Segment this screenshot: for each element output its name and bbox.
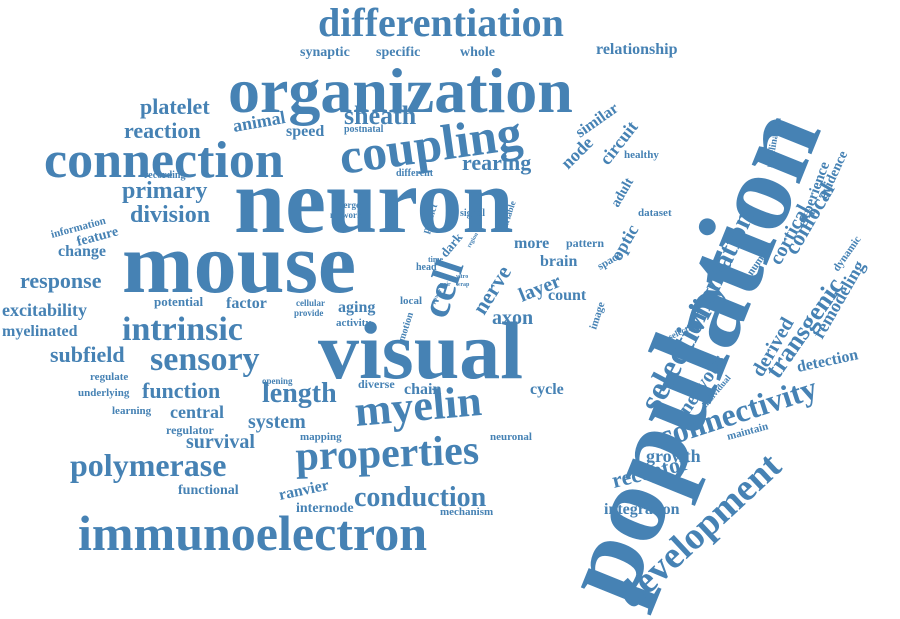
word-central: central [170,402,224,422]
word-healthy: healthy [624,149,659,161]
word-regulate: regulate [90,371,128,383]
word-neuronal: neuronal [490,431,532,443]
word-myelinated: myelinated [2,323,78,340]
word-mapping: mapping [300,431,342,443]
word-primary: primary [122,178,207,204]
word-growth: growth [646,446,701,466]
word-function: function [142,378,220,403]
word-underlying: underlying [78,387,130,399]
word-head: head [416,262,437,273]
word-response: response [20,268,102,293]
word-platelet: platelet [140,94,210,119]
word-recording: recording [144,170,185,181]
word-speed: speed [286,123,324,140]
word-opening: opening [262,376,293,386]
word-pattern: pattern [566,236,604,250]
word-signal: signal [460,208,485,219]
word-chain: chain [404,381,441,398]
word-relationship: relationship [596,41,678,58]
word-subfield: subfield [50,342,125,367]
word-survival: survival [186,431,255,453]
word-more: more [514,235,549,252]
word-image: image [587,300,607,331]
word-vitro: vitro [456,274,468,280]
word-different: different [396,168,434,179]
word-provide: provide [294,308,323,318]
word-system: system [248,411,306,433]
word-synaptic: synaptic [300,45,350,60]
word-connection: connection [44,132,284,189]
word-excitability: excitability [2,300,87,320]
word-visual: visual [318,305,523,396]
word-activity: activity [336,317,371,329]
word-wrap: wrap [456,282,470,288]
word-learning: learning [112,405,152,417]
word-factor: factor [226,295,267,312]
word-internode: internode [296,501,354,516]
word-differentiation: differentiation [318,0,564,45]
word-conduction: conduction [354,482,487,513]
word-integration: integration [604,501,680,518]
word-neuron: neuron [234,150,514,252]
word-length: length [262,378,337,409]
word-aging: aging [338,299,375,316]
word-potential: potential [154,294,204,309]
word-intrinsic: intrinsic [122,311,243,348]
word-cellular: cellular [296,298,325,308]
word-functional: functional [178,483,239,498]
word-sheath: sheath [344,101,417,130]
word-rearing: rearing [462,150,531,175]
word-adult: adult [608,175,637,210]
word-specific: specific [376,45,420,60]
word-immunoelectron: immunoelectron [78,505,427,561]
word-properties: properties [295,428,480,480]
word-count: count [548,287,587,304]
word-postnatal: postnatal [344,124,384,135]
word-emerge: emerge [332,200,360,210]
word-myelin: myelin [353,376,484,436]
word-optic: optic [606,221,642,264]
word-cycle: cycle [530,381,564,398]
word-mechanism: mechanism [440,506,493,518]
word-organization: organization [228,55,573,126]
word-dataset: dataset [638,207,672,219]
word-pair: pair [440,282,451,288]
word-reaction: reaction [124,118,201,143]
word-local: local [400,295,422,307]
word-whole: whole [460,45,495,60]
word-time: time [428,255,444,264]
word-regulator: regulator [166,423,214,437]
word-mouse: mouse [122,215,356,311]
word-brain: brain [540,253,577,270]
word-axon: axon [492,307,533,329]
word-change: change [58,243,106,260]
word-network: network [330,210,362,220]
word-division: division [130,202,210,228]
word-sensory: sensory [150,341,260,378]
word-diverse: diverse [358,377,395,391]
word-ranvier: ranvier [277,477,330,504]
word-polymerase: polymerase [70,447,226,483]
word-node: node [557,133,597,173]
